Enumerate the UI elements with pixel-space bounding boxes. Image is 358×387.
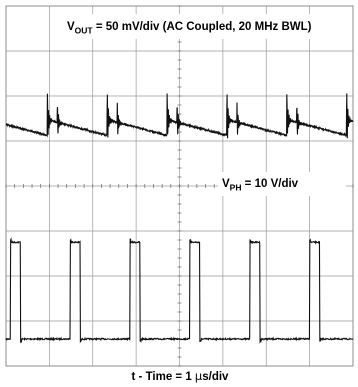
vout-waveform — [5, 93, 354, 139]
vph-trace-label: VPH = 10 V/div — [222, 178, 299, 193]
vout-label-rest: = 50 mV/div (AC Coupled, 20 MHz BWL) — [93, 21, 312, 33]
vout-trace-label: VOUT = 50 mV/div (AC Coupled, 20 MHz BWL… — [67, 21, 312, 36]
vph-label-main: V — [222, 178, 230, 190]
label-background-vph — [218, 172, 346, 196]
x-axis-label: t - Time = 1 µs/div — [132, 369, 230, 383]
x-axis-label-suffix: s/div — [202, 371, 229, 383]
label-background-vout — [64, 14, 350, 39]
vph-label-rest: = 10 V/div — [241, 178, 298, 190]
vout-label-main: V — [67, 21, 75, 33]
vph-label-sub: PH — [230, 183, 242, 193]
x-axis-label-prefix: t - Time = 1 — [132, 371, 195, 383]
waveform-traces — [5, 93, 354, 344]
vph-waveform — [5, 237, 354, 344]
vout-label-sub: OUT — [75, 26, 94, 36]
x-axis-unit-symbol: µ — [195, 369, 203, 383]
